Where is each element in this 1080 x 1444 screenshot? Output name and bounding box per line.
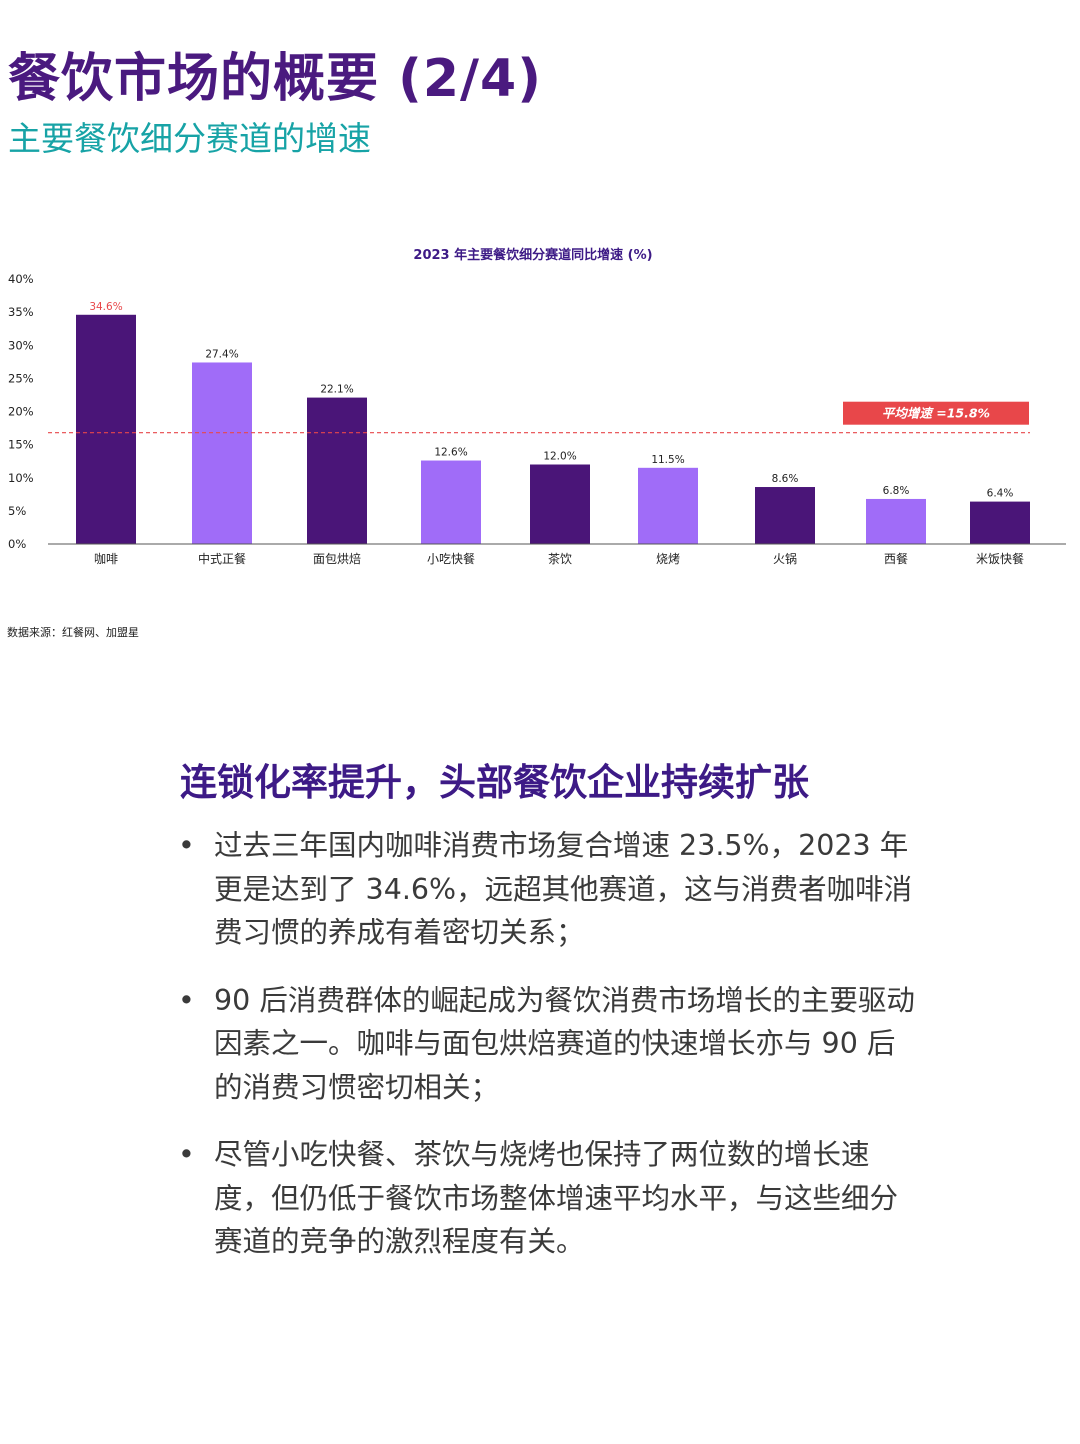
page-title: 餐饮市场的概要 (2/4) xyxy=(8,49,542,109)
bullet-item: • 90 后消费群体的崛起成为餐饮消费市场增长的主要驱动因素之一。咖啡与面包烘焙… xyxy=(178,979,918,1110)
category-label: 中式正餐 xyxy=(198,551,246,566)
category-label: 火锅 xyxy=(773,551,797,566)
y-tick-label: 30% xyxy=(8,338,34,352)
bullet-item: • 过去三年国内咖啡消费市场复合增速 23.5%，2023 年更是达到了 34.… xyxy=(178,824,918,955)
y-tick-label: 20% xyxy=(8,405,34,419)
value-label: 27.4% xyxy=(205,348,238,360)
bar-面包烘焙 xyxy=(307,397,367,544)
bar-火锅 xyxy=(755,487,815,544)
bullet-dot: • xyxy=(178,983,195,1017)
bar-咖啡 xyxy=(76,314,136,544)
bars-group xyxy=(76,314,1030,544)
bar-西餐 xyxy=(866,498,926,544)
bullet-text: 90 后消费群体的崛起成为餐饮消费市场增长的主要驱动因素之一。咖啡与面包烘焙赛道… xyxy=(214,983,915,1104)
category-label: 咖啡 xyxy=(94,551,118,566)
bullet-item: • 尽管小吃快餐、茶饮与烧烤也保持了两位数的增长速度，但仍低于餐饮市场整体增速平… xyxy=(178,1133,918,1264)
bar-茶饮 xyxy=(530,464,590,544)
value-label: 12.6% xyxy=(434,447,467,459)
average-label-box xyxy=(843,401,1029,425)
value-label: 6.8% xyxy=(883,485,910,497)
bullet-text: 过去三年国内咖啡消费市场复合增速 23.5%，2023 年更是达到了 34.6%… xyxy=(214,829,913,949)
y-tick-label: 10% xyxy=(8,471,34,485)
bar-米饭快餐 xyxy=(970,501,1030,544)
category-label: 小吃快餐 xyxy=(427,551,475,566)
y-tick-label: 5% xyxy=(8,504,26,518)
average-label: 平均增速 =15.8% xyxy=(882,406,990,421)
value-label: 34.6% xyxy=(89,301,122,313)
average-line-group: 平均增速 =15.8% xyxy=(48,401,1030,434)
bullet-dot: • xyxy=(178,1138,195,1171)
value-label: 6.4% xyxy=(987,488,1014,500)
growth-bar-chart: 2023 年主要餐饮细分赛道同比增速 (%) 0% 5% 10% 15% 20% 25% 3… xyxy=(8,247,1066,566)
bullet-dot: • xyxy=(178,829,195,862)
page-subtitle: 主要餐饮细分赛道的增速 xyxy=(8,119,371,158)
value-label: 12.0% xyxy=(543,451,576,463)
bar-小吃快餐 xyxy=(421,460,481,544)
value-label: 8.6% xyxy=(772,473,799,485)
bar-烧烤 xyxy=(638,467,698,544)
y-axis: 0% 5% 10% 15% 20% 25% 30% 35% 40% xyxy=(8,272,34,551)
value-labels-group: 34.6% 27.4% 22.1% 12.6% 12.0% 11.5% 8.6% 6.8% 6.… xyxy=(89,301,1013,500)
bar-中式正餐 xyxy=(192,362,252,544)
y-tick-label: 25% xyxy=(8,371,34,385)
y-tick-label: 0% xyxy=(8,537,26,551)
y-tick-label: 35% xyxy=(8,305,34,319)
category-label: 烧烤 xyxy=(656,551,680,566)
category-label: 西餐 xyxy=(884,551,908,566)
data-source-note: 数据来源：红餐网、加盟星 xyxy=(7,626,139,639)
bullet-list: • 过去三年国内咖啡消费市场复合增速 23.5%，2023 年更是达到了 34.… xyxy=(178,824,918,1288)
chart-title: 2023 年主要餐饮细分赛道同比增速 (%) xyxy=(413,247,652,263)
section-heading: 连锁化率提升，头部餐饮企业持续扩张 xyxy=(180,761,809,804)
category-label: 米饭快餐 xyxy=(976,551,1024,566)
y-tick-label: 40% xyxy=(8,272,34,286)
bullet-text: 尽管小吃快餐、茶饮与烧烤也保持了两位数的增长速度，但仍低于餐饮市场整体增速平均水… xyxy=(214,1138,899,1258)
value-label: 22.1% xyxy=(320,384,353,396)
category-label: 面包烘焙 xyxy=(313,551,361,566)
value-label: 11.5% xyxy=(651,454,684,466)
x-axis: 咖啡 中式正餐 面包烘焙 小吃快餐 茶饮 烧烤 火锅 西餐 米饭快餐 xyxy=(48,543,1066,566)
category-label: 茶饮 xyxy=(548,551,572,566)
y-tick-label: 15% xyxy=(8,438,34,452)
